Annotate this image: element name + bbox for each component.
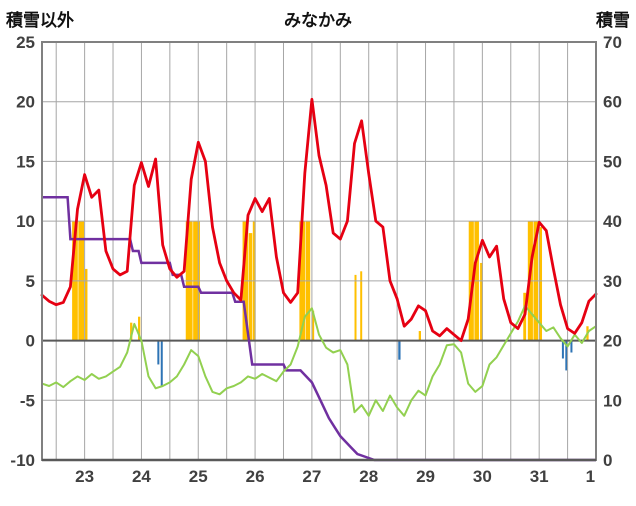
x-axis-day-label: 27: [302, 467, 321, 486]
x-axis-day-label: 29: [416, 467, 435, 486]
sunshine-bar: [84, 268, 88, 341]
sunshine-bar: [539, 227, 543, 341]
precipitation-bar: [160, 340, 163, 386]
left-axis-tick-label: 25: [16, 33, 35, 52]
left-axis-tick-label: -5: [20, 391, 35, 410]
sunshine-bar: [354, 274, 357, 341]
right-axis-tick-label: 60: [603, 93, 622, 112]
right-axis-title: 積雪: [596, 11, 630, 30]
x-axis-day-label: 23: [75, 467, 94, 486]
precipitation-bar: [398, 340, 401, 360]
precipitation-bar: [565, 340, 568, 371]
secondary-line: [41, 304, 597, 417]
x-axis-day-label: 31: [530, 467, 549, 486]
snow-depth-line: [42, 196, 596, 462]
sunshine-bar: [311, 310, 315, 341]
right-axis-tick-label: 0: [603, 451, 612, 470]
sunshine-bar: [248, 233, 253, 341]
sunshine-bar: [480, 262, 483, 341]
x-axis-day-label: 26: [246, 467, 265, 486]
right-axis-tick-label: 20: [603, 332, 622, 351]
right-axis-tick-label: 30: [603, 272, 622, 291]
precipitation-bar: [570, 340, 573, 353]
left-axis-tick-label: 0: [26, 332, 35, 351]
left-axis-tick-label: 5: [26, 272, 35, 291]
x-axis-day-label: 24: [132, 467, 151, 486]
left-axis-title: 積雪以外: [6, 11, 74, 30]
x-axis-day-label: 25: [189, 467, 208, 486]
right-axis-tick-label: 10: [603, 391, 622, 410]
x-axis-day-label: 1: [586, 467, 595, 486]
precipitation-bar: [157, 340, 160, 365]
x-axis-day-label: 28: [359, 467, 378, 486]
left-axis-tick-label: 15: [16, 152, 35, 171]
right-axis-tick-label: 40: [603, 212, 622, 231]
x-axis-day-label: 30: [473, 467, 492, 486]
precipitation-bar: [561, 340, 564, 359]
left-axis-tick-label: 10: [16, 212, 35, 231]
left-axis-tick-label: -10: [10, 451, 35, 470]
chart-title: みなかみ: [284, 11, 352, 30]
left-axis-tick-label: 20: [16, 93, 35, 112]
right-axis-tick-label: 50: [603, 152, 622, 171]
right-axis-tick-label: 70: [603, 33, 622, 52]
temperature-line: [40, 97, 598, 343]
sunshine-bar: [138, 316, 141, 341]
sunshine-bar: [360, 271, 363, 341]
sunshine-bar: [130, 322, 133, 341]
sunshine-bar: [418, 331, 421, 341]
